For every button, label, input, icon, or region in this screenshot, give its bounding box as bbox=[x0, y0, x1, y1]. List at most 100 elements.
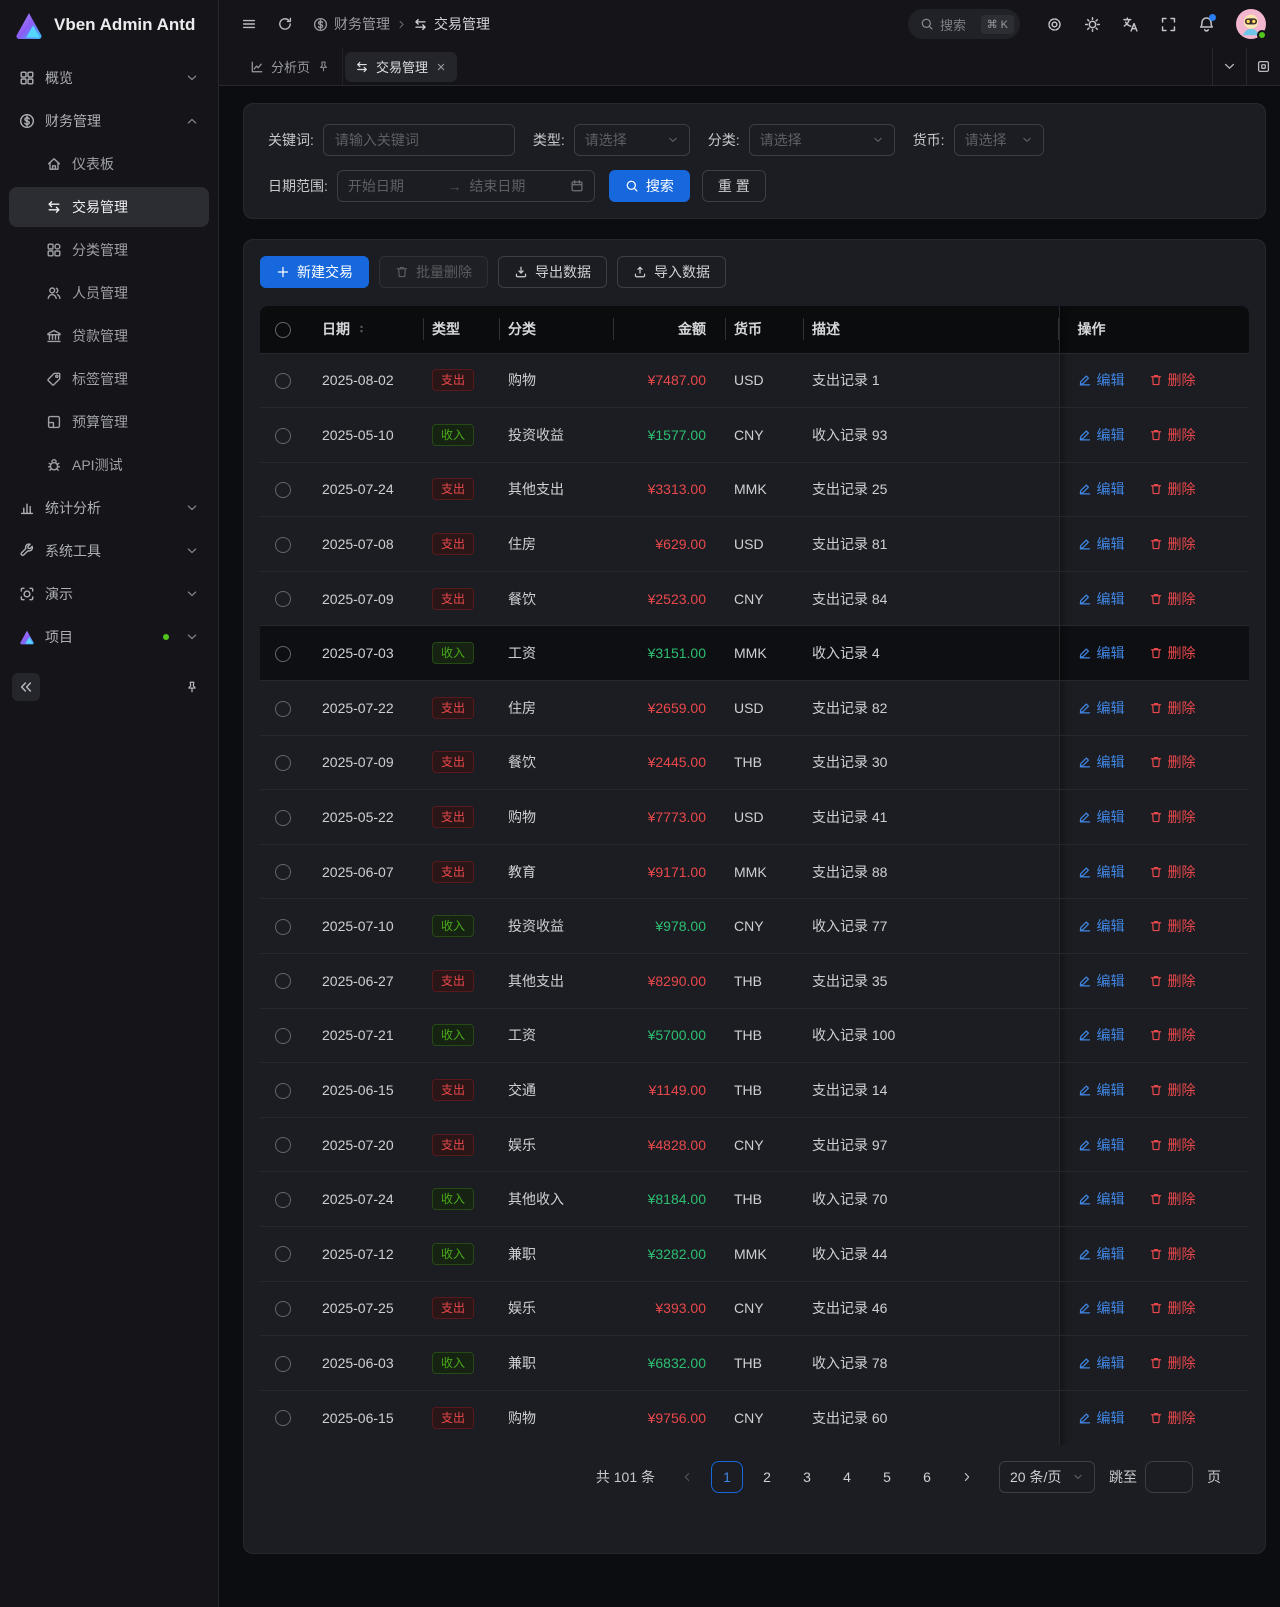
row-checkbox[interactable] bbox=[275, 372, 291, 389]
sidebar-item-api-test[interactable]: API测试 bbox=[9, 445, 209, 485]
edit-button[interactable]: 编辑 bbox=[1078, 1408, 1125, 1428]
row-checkbox[interactable] bbox=[275, 482, 291, 499]
edit-button[interactable]: 编辑 bbox=[1078, 1353, 1125, 1373]
sidebar-item-demo[interactable]: 演示 bbox=[9, 574, 209, 614]
category-select[interactable]: 请选择 bbox=[748, 124, 895, 156]
delete-button[interactable]: 删除 bbox=[1149, 1135, 1196, 1155]
row-checkbox[interactable] bbox=[275, 1082, 291, 1099]
delete-button[interactable]: 删除 bbox=[1149, 916, 1196, 936]
language-icon[interactable] bbox=[1114, 8, 1146, 40]
row-checkbox[interactable] bbox=[275, 591, 291, 608]
close-tab-icon[interactable] bbox=[435, 61, 447, 73]
search-button[interactable]: 搜索 bbox=[608, 170, 690, 202]
breadcrumb-item-finance[interactable]: 财务管理 bbox=[313, 14, 390, 34]
row-checkbox[interactable] bbox=[275, 427, 291, 444]
delete-button[interactable]: 删除 bbox=[1149, 752, 1196, 772]
pin-sidebar-button[interactable] bbox=[178, 673, 206, 701]
page-button-3[interactable]: 3 bbox=[791, 1461, 823, 1493]
sidebar-item-tools[interactable]: 系统工具 bbox=[9, 531, 209, 571]
next-page-button[interactable] bbox=[951, 1461, 983, 1493]
row-checkbox[interactable] bbox=[275, 536, 291, 553]
delete-button[interactable]: 删除 bbox=[1149, 1408, 1196, 1428]
delete-button[interactable]: 删除 bbox=[1149, 1025, 1196, 1045]
previous-page-button[interactable] bbox=[671, 1461, 703, 1493]
collapse-sidebar-button[interactable] bbox=[12, 673, 40, 701]
edit-button[interactable]: 编辑 bbox=[1078, 370, 1125, 390]
row-checkbox[interactable] bbox=[275, 1410, 291, 1427]
sidebar-item-finance[interactable]: 财务管理 bbox=[9, 101, 209, 141]
global-search[interactable]: 搜索 ⌘ K bbox=[908, 9, 1020, 39]
row-checkbox[interactable] bbox=[275, 1137, 291, 1154]
page-button-4[interactable]: 4 bbox=[831, 1461, 863, 1493]
sidebar-item-transactions[interactable]: 交易管理 bbox=[9, 187, 209, 227]
edit-button[interactable]: 编辑 bbox=[1078, 425, 1125, 445]
breadcrumb-item-transactions[interactable]: 交易管理 bbox=[413, 14, 490, 34]
sidebar-item-stats[interactable]: 统计分析 bbox=[9, 488, 209, 528]
delete-button[interactable]: 删除 bbox=[1149, 698, 1196, 718]
delete-button[interactable]: 删除 bbox=[1149, 1080, 1196, 1100]
delete-button[interactable]: 删除 bbox=[1149, 807, 1196, 827]
tab-transactions[interactable]: 交易管理 bbox=[343, 48, 459, 85]
edit-button[interactable]: 编辑 bbox=[1078, 971, 1125, 991]
edit-button[interactable]: 编辑 bbox=[1078, 752, 1125, 772]
notification-bell-icon[interactable] bbox=[1190, 8, 1222, 40]
currency-select[interactable]: 请选择 bbox=[953, 124, 1044, 156]
delete-button[interactable]: 删除 bbox=[1149, 370, 1196, 390]
page-button-2[interactable]: 2 bbox=[751, 1461, 783, 1493]
edit-button[interactable]: 编辑 bbox=[1078, 1244, 1125, 1264]
jump-page-input[interactable] bbox=[1145, 1460, 1193, 1493]
sort-carets-icon[interactable] bbox=[356, 322, 367, 336]
settings-icon[interactable] bbox=[1038, 8, 1070, 40]
maximize-content-button[interactable] bbox=[1246, 48, 1280, 85]
delete-button[interactable]: 删除 bbox=[1149, 862, 1196, 882]
row-checkbox[interactable] bbox=[275, 973, 291, 990]
row-checkbox[interactable] bbox=[275, 1355, 291, 1372]
page-button-5[interactable]: 5 bbox=[871, 1461, 903, 1493]
row-checkbox[interactable] bbox=[275, 700, 291, 717]
date-range-picker[interactable]: 开始日期 → 结束日期 bbox=[336, 170, 595, 202]
sidebar-item-loans[interactable]: 贷款管理 bbox=[9, 316, 209, 356]
column-header-date[interactable]: 日期 bbox=[306, 306, 424, 353]
theme-sun-icon[interactable] bbox=[1076, 8, 1108, 40]
row-checkbox[interactable] bbox=[275, 918, 291, 935]
refresh-button[interactable] bbox=[269, 8, 301, 40]
sidebar-item-project[interactable]: 项目 bbox=[9, 617, 209, 657]
delete-button[interactable]: 删除 bbox=[1149, 479, 1196, 499]
sidebar-item-tags[interactable]: 标签管理 bbox=[9, 359, 209, 399]
delete-button[interactable]: 删除 bbox=[1149, 1189, 1196, 1209]
edit-button[interactable]: 编辑 bbox=[1078, 1080, 1125, 1100]
sidebar-item-people[interactable]: 人员管理 bbox=[9, 273, 209, 313]
export-data-button[interactable]: 导出数据 bbox=[498, 256, 607, 288]
delete-button[interactable]: 删除 bbox=[1149, 1298, 1196, 1318]
edit-button[interactable]: 编辑 bbox=[1078, 862, 1125, 882]
edit-button[interactable]: 编辑 bbox=[1078, 1189, 1125, 1209]
delete-button[interactable]: 删除 bbox=[1149, 425, 1196, 445]
sidebar-item-categories[interactable]: 分类管理 bbox=[9, 230, 209, 270]
page-button-1[interactable]: 1 bbox=[711, 1460, 743, 1493]
edit-button[interactable]: 编辑 bbox=[1078, 534, 1125, 554]
user-avatar[interactable] bbox=[1236, 9, 1267, 40]
page-size-select[interactable]: 20 条/页 bbox=[999, 1460, 1095, 1493]
create-transaction-button[interactable]: 新建交易 bbox=[260, 256, 369, 288]
fullscreen-icon[interactable] bbox=[1152, 8, 1184, 40]
edit-button[interactable]: 编辑 bbox=[1078, 916, 1125, 936]
type-select[interactable]: 请选择 bbox=[573, 124, 690, 156]
app-logo[interactable]: Vben Admin Antd bbox=[0, 0, 218, 50]
row-checkbox[interactable] bbox=[275, 1191, 291, 1208]
delete-button[interactable]: 删除 bbox=[1149, 1353, 1196, 1373]
delete-button[interactable]: 删除 bbox=[1149, 643, 1196, 663]
row-checkbox[interactable] bbox=[275, 1028, 291, 1045]
edit-button[interactable]: 编辑 bbox=[1078, 1298, 1125, 1318]
delete-button[interactable]: 删除 bbox=[1149, 534, 1196, 554]
row-checkbox[interactable] bbox=[275, 1301, 291, 1318]
tabs-dropdown-button[interactable] bbox=[1212, 48, 1246, 85]
delete-button[interactable]: 删除 bbox=[1149, 589, 1196, 609]
sidebar-item-overview[interactable]: 概览 bbox=[9, 58, 209, 98]
sidebar-item-dashboard[interactable]: 仪表板 bbox=[9, 144, 209, 184]
delete-button[interactable]: 删除 bbox=[1149, 1244, 1196, 1264]
import-data-button[interactable]: 导入数据 bbox=[617, 256, 726, 288]
page-button-6[interactable]: 6 bbox=[911, 1461, 943, 1493]
batch-delete-button[interactable]: 批量删除 bbox=[379, 256, 488, 288]
edit-button[interactable]: 编辑 bbox=[1078, 589, 1125, 609]
delete-button[interactable]: 删除 bbox=[1149, 971, 1196, 991]
